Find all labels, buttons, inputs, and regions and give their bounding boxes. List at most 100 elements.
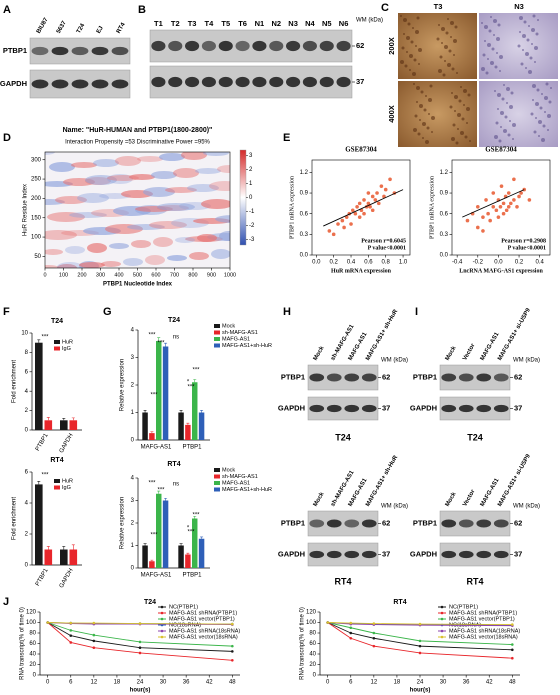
x-tick-label: 48 — [229, 680, 236, 686]
y-tick-label: 1 — [131, 410, 135, 416]
heatmap-blob — [217, 165, 230, 173]
error-bar — [71, 417, 75, 421]
annotation: P value<0.0001 — [508, 245, 546, 251]
heatmap-blob — [109, 243, 129, 249]
wm-title: WM (kDa) — [513, 358, 540, 364]
blot-band — [31, 79, 49, 89]
x-tick-label: 0.4 — [536, 260, 545, 266]
x-tick-label: GAPDH — [59, 568, 75, 589]
cell-nucleus — [409, 54, 413, 58]
error-bar — [46, 546, 50, 550]
cell-nucleus — [451, 67, 455, 71]
y-tick-label: 0 — [33, 673, 37, 679]
row-label: GAPDH — [278, 403, 305, 412]
heatmap-blob — [153, 237, 173, 247]
heatmap-blob — [45, 230, 77, 240]
chart-title: GSE87304 — [345, 146, 377, 154]
x-tick-label: 0.0 — [494, 260, 503, 266]
heatmap-blob — [173, 168, 199, 178]
scatter-point — [496, 215, 501, 219]
lane-label: T24 — [76, 22, 87, 35]
x-tick-label: MAFG-AS1 — [141, 573, 172, 579]
cell-nucleus — [422, 122, 426, 126]
y-tick-label: 60 — [29, 641, 36, 647]
cell-nucleus — [413, 83, 415, 85]
cell-nucleus — [507, 133, 511, 137]
error-bar — [157, 337, 161, 341]
heatmap-blob — [167, 255, 187, 261]
heatmap-blob — [131, 240, 151, 248]
cell-nucleus — [436, 37, 440, 41]
bar — [142, 412, 148, 440]
blot-band — [458, 404, 474, 413]
legend-marker — [160, 617, 164, 621]
blot-band — [235, 76, 250, 88]
blot-band — [286, 76, 301, 88]
cell-nucleus — [495, 121, 499, 125]
scatter-point — [501, 201, 506, 206]
cell-nucleus — [414, 114, 418, 118]
blot-band — [361, 373, 377, 382]
scatter-point — [506, 191, 511, 195]
cell-nucleus — [456, 72, 458, 74]
cell-nucleus — [544, 111, 546, 113]
y-tick-label: 0.6 — [300, 211, 309, 217]
cell-nucleus — [547, 129, 549, 131]
cell-nucleus — [463, 104, 465, 106]
scatter-point — [357, 215, 362, 219]
series-marker — [138, 651, 142, 655]
cell-nucleus — [417, 132, 421, 136]
x-tick-label: PTBP1 — [35, 567, 50, 587]
cell-nucleus — [494, 90, 496, 92]
blot-band — [111, 79, 129, 89]
series-marker — [92, 639, 96, 643]
blot-band — [493, 373, 509, 382]
y-tick-label: 0.9 — [440, 191, 449, 197]
series-marker — [46, 621, 49, 624]
heatmap-blob — [71, 162, 97, 168]
series-marker — [349, 631, 353, 635]
cell-nucleus — [503, 129, 507, 133]
significance: *** — [157, 488, 165, 494]
cell-nucleus — [541, 138, 545, 142]
cell-nucleus — [487, 58, 489, 60]
series-marker — [326, 621, 329, 624]
cell-nucleus — [535, 117, 537, 119]
scatter-point — [342, 225, 346, 230]
cell-nucleus — [490, 61, 494, 65]
cell-nucleus — [404, 64, 408, 68]
y-tick-label: 3 — [131, 498, 135, 504]
y-axis-label: RNA transcript(% of time 0) — [20, 607, 26, 680]
x-axis-label: LncRNA MAFG-AS1 expression — [459, 268, 543, 274]
panel-label: J — [3, 596, 9, 608]
column-label: T3 — [434, 2, 443, 11]
cell-nucleus — [496, 52, 498, 54]
scatter-point — [370, 208, 375, 213]
row-label: GAPDH — [0, 79, 27, 88]
chart-title: GSE87304 — [485, 146, 517, 154]
cell-nucleus — [438, 69, 442, 73]
wm-label: 62 — [514, 518, 522, 527]
cell-nucleus — [466, 107, 470, 111]
heatmap-blob — [87, 243, 107, 253]
heatmap-blob — [69, 212, 107, 218]
blot-band — [441, 519, 457, 528]
annotation: Pearson r=0.2908 — [501, 238, 546, 244]
bar — [156, 493, 162, 568]
cell-nucleus — [544, 96, 548, 100]
bar — [149, 561, 155, 568]
bar — [185, 554, 191, 568]
y-tick-label: 150 — [31, 215, 42, 221]
blot-band — [51, 46, 69, 56]
cell-nucleus — [532, 84, 536, 88]
y-tick-label: 4 — [131, 476, 135, 482]
y-tick-label: 0 — [25, 563, 29, 569]
error-bar — [193, 379, 197, 383]
blot-band — [185, 76, 200, 88]
chart-title: RT4 — [393, 599, 406, 606]
legend-swatch — [54, 346, 60, 351]
legend-label: IgG — [62, 346, 71, 352]
y-axis-label: Fold enrichment — [12, 497, 18, 540]
y-tick-label: 2 — [25, 532, 29, 538]
cell-nucleus — [534, 46, 538, 50]
